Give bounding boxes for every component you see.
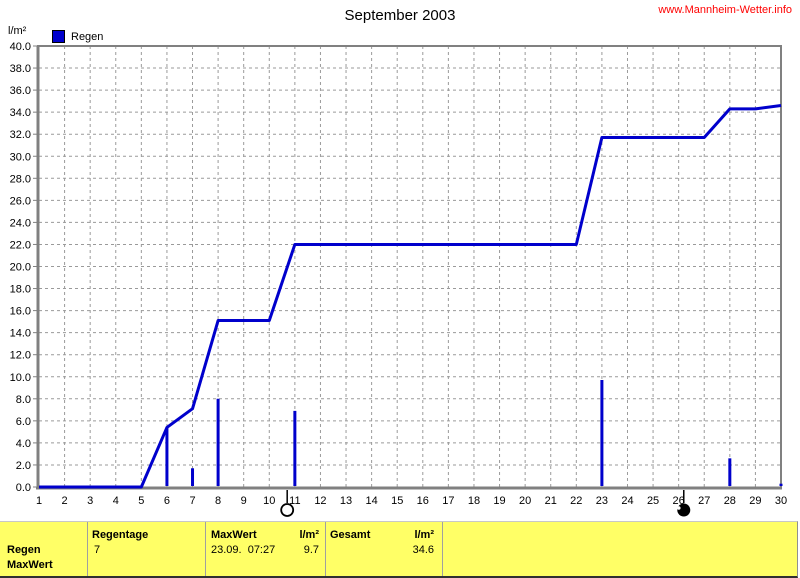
y-tick-label: 26.0	[10, 195, 31, 207]
x-tick-label: 14	[365, 495, 377, 507]
y-tick-label: 28.0	[10, 173, 31, 185]
table-row-label-regen: Regen	[7, 544, 41, 556]
x-tick-label: 21	[545, 495, 557, 507]
y-tick-label: 16.0	[10, 306, 31, 318]
x-tick-label: 28	[724, 495, 736, 507]
y-tick-label: 6.0	[16, 416, 31, 428]
y-tick-label: 38.0	[10, 63, 31, 75]
full-moon-icon	[280, 503, 295, 517]
y-tick-label: 18.0	[10, 284, 31, 296]
x-tick-label: 19	[493, 495, 505, 507]
y-tick-label: 22.0	[10, 239, 31, 251]
new-moon-highlight	[676, 506, 681, 510]
chart-legend: Regen	[52, 30, 103, 43]
x-tick-label: 23	[596, 495, 608, 507]
maxwert-datetime: 23.09. 07:27	[211, 544, 276, 556]
maxwert-value: 9.7	[303, 544, 319, 556]
table-divider	[87, 522, 88, 576]
y-tick-label: 24.0	[10, 217, 31, 229]
x-tick-label: 27	[698, 495, 710, 507]
x-tick-label: 22	[570, 495, 582, 507]
x-tick-label: 17	[442, 495, 454, 507]
x-tick-label: 10	[263, 495, 275, 507]
y-tick-label: 0.0	[16, 482, 31, 494]
table-row-label-maxwert: MaxWert	[7, 559, 53, 571]
x-tick-label: 29	[749, 495, 761, 507]
x-tick-label: 15	[391, 495, 403, 507]
x-tick-label: 24	[621, 495, 633, 507]
y-tick-label: 4.0	[16, 438, 31, 450]
x-tick-label: 11	[289, 495, 300, 507]
x-tick-label: 2	[62, 495, 68, 507]
rain-days-header: Regentage	[92, 529, 149, 541]
legend-label: Regen	[71, 30, 104, 43]
x-tick-label: 30	[775, 495, 787, 507]
x-tick-label: 13	[340, 495, 352, 507]
maxwert-unit-header: l/m²	[299, 529, 319, 541]
regen-legend-swatch-icon	[52, 30, 65, 43]
y-tick-label: 20.0	[10, 262, 31, 274]
gesamt-header: Gesamt	[330, 529, 371, 541]
cumulative-rain-line	[39, 104, 782, 489]
x-tick-label: 16	[417, 495, 429, 507]
x-tick-label: 20	[519, 495, 531, 507]
x-tick-label: 18	[468, 495, 480, 507]
y-tick-label: 2.0	[16, 460, 31, 472]
x-tick-label: 7	[189, 495, 195, 507]
summary-table: Regen MaxWert Regentage 7 MaxWert l/m² 2…	[0, 521, 798, 578]
y-tick-label: 30.0	[10, 151, 31, 163]
website-link[interactable]: www.Mannheim-Wetter.info	[658, 4, 792, 16]
x-tick-label: 8	[215, 495, 221, 507]
y-tick-label: 14.0	[10, 328, 31, 340]
maxwert-header: MaxWert	[211, 529, 257, 541]
gesamt-unit-header: l/m²	[414, 529, 434, 541]
x-tick-label: 3	[87, 495, 93, 507]
y-tick-label: 40.0	[10, 41, 31, 53]
x-tick-label: 5	[138, 495, 144, 507]
y-tick-label: 32.0	[10, 129, 31, 141]
rain-days-value: 7	[94, 544, 101, 556]
gesamt-value: 34.6	[412, 544, 434, 556]
rain-chart: 0.0 2.0 4.0 6.0 8.0 10.0 12.0 14.0 16.0 18.0 20.0 2…	[10, 41, 787, 517]
new-moon-icon	[677, 503, 691, 517]
table-divider	[205, 522, 206, 576]
x-tick-label: 1	[36, 495, 42, 507]
y-tick-label: 12.0	[10, 350, 31, 362]
y-tick-label: 10.0	[10, 372, 31, 384]
y-axis-unit-label: l/m²	[8, 25, 27, 37]
x-tick-label: 12	[314, 495, 326, 507]
table-divider	[325, 522, 326, 576]
table-divider	[442, 522, 443, 576]
page-title: September 2003	[344, 7, 456, 24]
x-tick-label: 6	[164, 495, 170, 507]
x-tick-label: 9	[241, 495, 247, 507]
x-tick-label: 25	[647, 495, 659, 507]
x-tick-label: 4	[113, 495, 119, 507]
y-tick-label: 36.0	[10, 85, 31, 97]
y-tick-label: 8.0	[16, 394, 31, 406]
y-tick-label: 34.0	[10, 107, 31, 119]
